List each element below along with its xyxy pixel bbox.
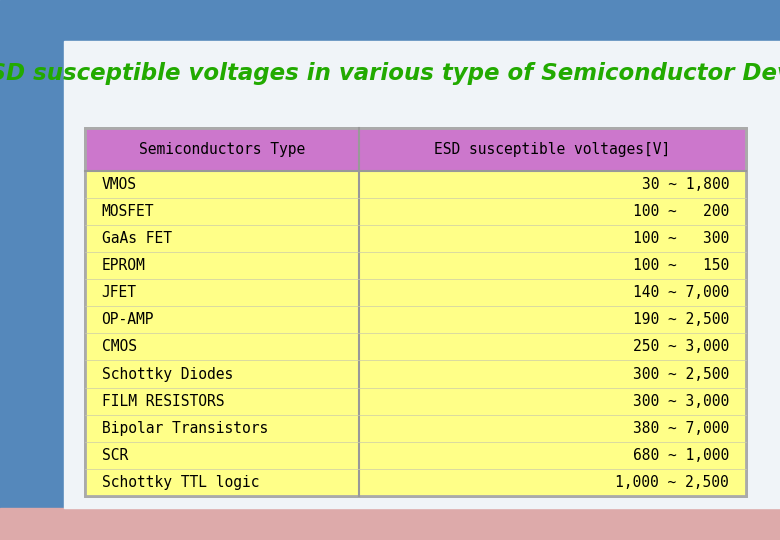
Text: JFET: JFET — [101, 285, 136, 300]
Bar — [85, 171, 746, 496]
Text: 300 ~ 3,000: 300 ~ 3,000 — [633, 394, 729, 409]
Text: VMOS: VMOS — [101, 177, 136, 192]
Text: 100 ~   200: 100 ~ 200 — [633, 204, 729, 219]
Text: CMOS: CMOS — [101, 340, 136, 354]
Text: GaAs FET: GaAs FET — [101, 231, 172, 246]
Text: ESD susceptible voltages[V]: ESD susceptible voltages[V] — [434, 142, 671, 157]
Text: 1,000 ~ 2,500: 1,000 ~ 2,500 — [615, 475, 729, 490]
Text: 140 ~ 7,000: 140 ~ 7,000 — [633, 285, 729, 300]
Text: ESD susceptible voltages in various type of Semiconductor Device: ESD susceptible voltages in various type… — [0, 62, 780, 85]
Text: Bipolar Transistors: Bipolar Transistors — [101, 421, 268, 436]
Text: OP-AMP: OP-AMP — [101, 313, 154, 327]
Text: SCR: SCR — [101, 448, 128, 463]
Text: 100 ~   300: 100 ~ 300 — [633, 231, 729, 246]
Text: FILM RESISTORS: FILM RESISTORS — [101, 394, 224, 409]
Text: Schottky Diodes: Schottky Diodes — [101, 367, 233, 381]
Text: 250 ~ 3,000: 250 ~ 3,000 — [633, 340, 729, 354]
Text: 30 ~ 1,800: 30 ~ 1,800 — [642, 177, 729, 192]
Text: EPROM: EPROM — [101, 258, 145, 273]
Text: 190 ~ 2,500: 190 ~ 2,500 — [633, 313, 729, 327]
Text: 300 ~ 2,500: 300 ~ 2,500 — [633, 367, 729, 381]
Text: 680 ~ 1,000: 680 ~ 1,000 — [633, 448, 729, 463]
Text: MOSFET: MOSFET — [101, 204, 154, 219]
Bar — [85, 128, 746, 171]
Text: 100 ~   150: 100 ~ 150 — [633, 258, 729, 273]
Text: Schottky TTL logic: Schottky TTL logic — [101, 475, 259, 490]
Text: Semiconductors Type: Semiconductors Type — [139, 142, 305, 157]
Text: 380 ~ 7,000: 380 ~ 7,000 — [633, 421, 729, 436]
